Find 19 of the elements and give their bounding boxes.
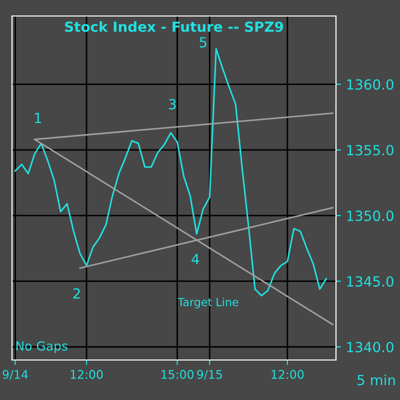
x-tick-label: 9/15 xyxy=(197,370,222,380)
y-tick-label: 1345.0 xyxy=(347,276,394,287)
x-tick-label: 15:00 xyxy=(162,370,194,379)
y-tick-label: 1360.0 xyxy=(347,79,394,90)
annotation: 4 xyxy=(192,254,200,264)
y-tick-label: 1350.0 xyxy=(347,210,394,222)
y-tick-label: 1355.0 xyxy=(347,144,394,156)
text: 5 min xyxy=(358,374,395,386)
annotation: 1 xyxy=(35,112,42,124)
annotation: 3 xyxy=(169,98,176,110)
annotation: No Gaps xyxy=(16,341,68,354)
y-tick-label: 1340.0 xyxy=(347,342,394,352)
x-tick-label: 9/14 xyxy=(2,370,28,380)
annotation: Target Line xyxy=(178,298,238,308)
x-tick-label: 12:00 xyxy=(272,370,304,379)
x-tick-label: 12:00 xyxy=(70,370,103,379)
annotation: 5 xyxy=(200,37,206,48)
chart-title: Stock Index - Future -- SPZ9 xyxy=(65,21,284,32)
annotation: 2 xyxy=(73,288,80,298)
